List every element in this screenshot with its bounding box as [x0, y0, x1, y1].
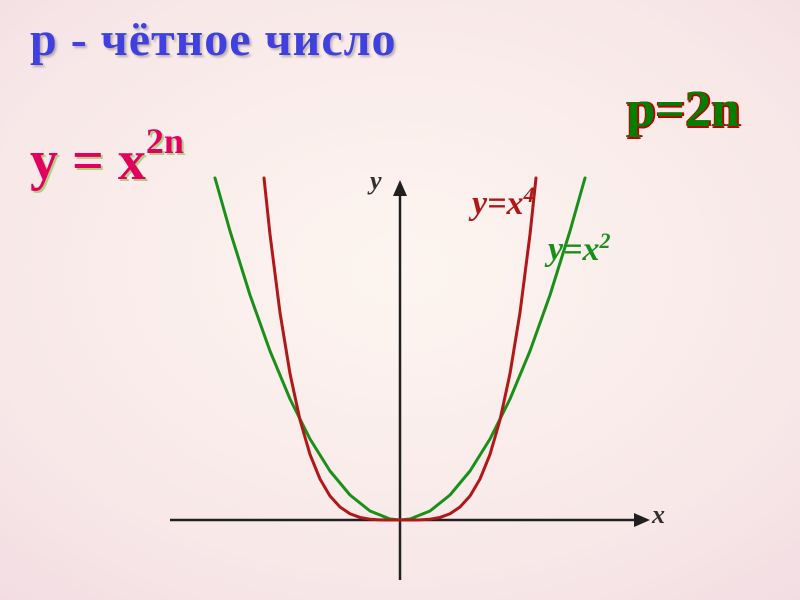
power-function-chart: [140, 160, 680, 590]
title-text: p - чётное число: [30, 12, 397, 67]
axis-label-x: x: [652, 500, 665, 530]
curve-label-x4: y=x4: [472, 182, 534, 223]
axis-label-y: y: [370, 166, 382, 196]
formula-exponent: 2n: [146, 121, 184, 161]
formula-p-equals-2n: p=2n: [627, 80, 740, 139]
formula-base: y = x: [30, 130, 146, 192]
curve-label-x2: y=x2: [548, 228, 610, 269]
